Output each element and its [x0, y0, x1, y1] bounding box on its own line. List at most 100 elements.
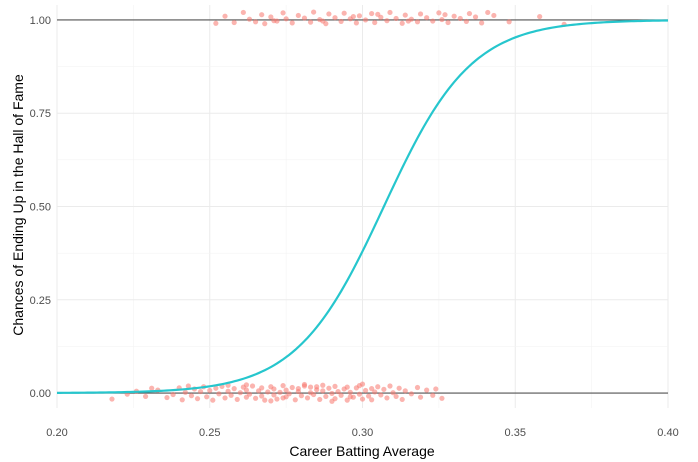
data-point — [329, 398, 335, 404]
data-point — [222, 395, 228, 401]
data-point — [485, 9, 491, 16]
data-point — [301, 15, 308, 21]
data-point — [323, 393, 329, 400]
data-point — [451, 13, 457, 19]
data-point — [292, 397, 298, 403]
data-point — [311, 9, 317, 15]
data-point — [375, 11, 381, 17]
data-point — [307, 19, 314, 25]
data-point — [332, 15, 338, 21]
data-point — [414, 384, 421, 391]
data-point — [347, 389, 353, 395]
data-point — [320, 382, 326, 388]
data-point — [149, 385, 155, 391]
data-point — [188, 393, 195, 399]
x-tick-label: 0.25 — [199, 427, 220, 439]
data-point — [430, 392, 436, 398]
data-point — [265, 389, 271, 395]
logistic-fit-line — [56, 19, 669, 394]
data-point — [283, 16, 289, 22]
data-point — [213, 20, 219, 26]
data-point — [311, 391, 317, 398]
data-point — [231, 19, 237, 26]
data-point — [271, 386, 277, 392]
data-point — [359, 381, 366, 387]
data-point — [402, 12, 408, 18]
data-point — [506, 19, 512, 25]
y-tick-label: 0.00 — [30, 388, 51, 400]
data-point — [347, 394, 353, 400]
data-point — [194, 396, 201, 402]
data-point — [240, 9, 246, 16]
data-point — [249, 383, 256, 389]
y-axis-ticks: 0.00 0.25 0.50 0.75 1.00 — [30, 15, 51, 400]
data-point — [252, 19, 259, 25]
data-point — [298, 393, 304, 399]
data-point — [317, 396, 323, 403]
data-point — [268, 14, 274, 20]
data-point — [314, 384, 320, 390]
data-point — [396, 385, 402, 391]
data-point — [289, 384, 295, 391]
data-point — [326, 385, 332, 391]
data-point — [344, 384, 350, 390]
data-point — [237, 390, 243, 396]
data-point — [491, 12, 497, 19]
data-point — [326, 11, 332, 17]
data-point — [393, 393, 399, 400]
data-point — [439, 395, 445, 401]
data-point — [286, 391, 292, 397]
data-points — [109, 9, 567, 404]
grid-lines — [56, 5, 669, 408]
data-point — [277, 389, 283, 395]
data-point — [295, 12, 301, 19]
data-point — [417, 394, 424, 400]
x-axis-title: Career Batting Average — [289, 443, 434, 459]
data-point — [439, 16, 445, 23]
data-point — [228, 392, 234, 398]
data-point — [320, 18, 326, 24]
data-point — [359, 396, 366, 402]
data-point — [408, 391, 414, 397]
y-tick-label: 0.50 — [30, 202, 51, 214]
data-point — [280, 383, 286, 389]
data-point — [304, 395, 311, 401]
data-point — [109, 396, 115, 402]
data-point — [320, 388, 326, 394]
data-point — [197, 388, 204, 395]
data-point — [378, 392, 384, 398]
data-point — [259, 385, 265, 391]
data-point — [369, 397, 375, 403]
data-point — [466, 10, 473, 17]
data-point — [417, 11, 424, 17]
data-point — [372, 19, 378, 26]
data-point — [384, 395, 390, 401]
y-axis-title: Chances of Ending Up in the Hall of Fame — [10, 74, 26, 336]
data-point — [210, 397, 216, 403]
data-point — [271, 392, 277, 398]
data-point — [384, 18, 390, 24]
data-point — [375, 384, 381, 390]
data-point — [457, 15, 463, 22]
data-point — [283, 387, 289, 393]
data-point — [243, 382, 250, 388]
x-tick-label: 0.30 — [352, 427, 373, 439]
y-tick-label: 1.00 — [30, 15, 51, 27]
data-point — [424, 15, 430, 21]
data-point — [271, 18, 277, 24]
data-point — [295, 386, 301, 392]
y-tick-label: 0.75 — [30, 108, 51, 120]
data-point — [216, 391, 222, 397]
data-point — [430, 18, 436, 24]
data-point — [329, 390, 335, 397]
data-point — [393, 15, 399, 22]
data-point — [436, 10, 442, 16]
logistic-curve — [56, 19, 669, 394]
data-point — [344, 397, 350, 403]
reference-lines — [57, 19, 668, 394]
data-point — [185, 383, 191, 389]
data-point — [362, 387, 369, 394]
data-point — [274, 396, 280, 402]
data-point — [307, 384, 314, 390]
